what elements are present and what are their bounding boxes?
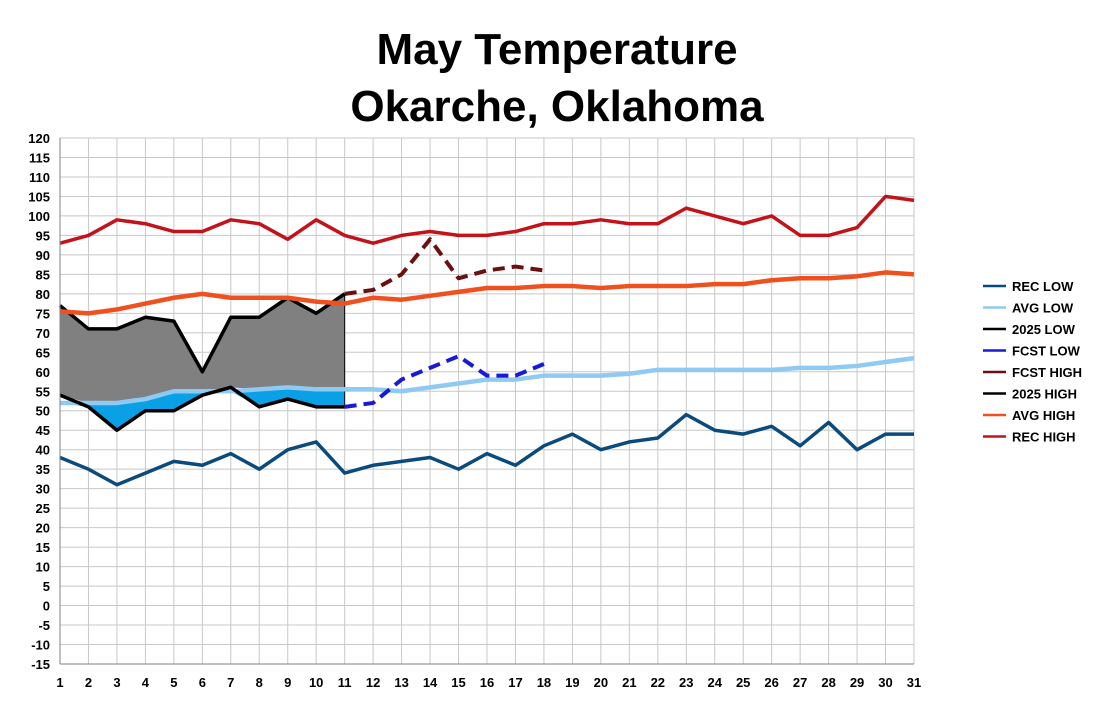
series-line-rec-high bbox=[59, 194, 915, 245]
legend-entry: REC LOW bbox=[1012, 279, 1074, 294]
x-tick-label: 28 bbox=[821, 675, 835, 690]
x-tick-label: 10 bbox=[309, 675, 323, 690]
series-line-fcst-high bbox=[344, 237, 545, 296]
y-tick-label: 80 bbox=[36, 287, 50, 302]
y-tick-label: 25 bbox=[36, 501, 50, 516]
x-tick-label: 16 bbox=[480, 675, 494, 690]
y-tick-label: -10 bbox=[31, 638, 50, 653]
y-tick-label: 0 bbox=[43, 599, 50, 614]
x-tick-label: 2 bbox=[85, 675, 92, 690]
y-tick-label: 15 bbox=[36, 540, 50, 555]
y-tick-label: 45 bbox=[36, 423, 50, 438]
y-tick-label: 50 bbox=[36, 404, 50, 419]
y-tick-label: 60 bbox=[36, 365, 50, 380]
y-tick-label: 5 bbox=[43, 579, 50, 594]
y-tick-label: 120 bbox=[28, 131, 50, 146]
y-tick-labels: -15 -10 -5 0 5 10 15 20 25 30 35 40 45 50 55 60 65 70 75 80… bbox=[28, 131, 50, 672]
legend-entry: REC HIGH bbox=[1012, 430, 1076, 445]
y-tick-label: 105 bbox=[28, 189, 50, 204]
y-tick-label: 90 bbox=[36, 248, 50, 263]
series-line-avg-high bbox=[59, 270, 915, 316]
y-tick-label: 75 bbox=[36, 306, 50, 321]
x-tick-label: 23 bbox=[679, 675, 693, 690]
series-line-2025-high bbox=[58, 292, 346, 374]
legend-entry: AVG HIGH bbox=[1012, 408, 1075, 423]
x-tick-label: 30 bbox=[878, 675, 892, 690]
y-tick-label: 10 bbox=[36, 560, 50, 575]
y-tick-label: 110 bbox=[29, 170, 50, 185]
x-tick-label: 13 bbox=[394, 675, 408, 690]
series-lines bbox=[58, 194, 915, 487]
x-tick-labels: 1 2 3 4 5 6 7 8 9 10 11 12 13 14 15 16 17 18 19 20 21 22 23 24 2… bbox=[56, 675, 921, 690]
y-tick-label: 70 bbox=[36, 326, 50, 341]
axes bbox=[59, 138, 914, 665]
y-tick-label: 20 bbox=[36, 521, 50, 536]
legend-entry: 2025 LOW bbox=[1012, 322, 1076, 337]
y-tick-label: 65 bbox=[36, 345, 50, 360]
x-tick-label: 17 bbox=[508, 675, 522, 690]
x-tick-label: 5 bbox=[170, 675, 177, 690]
y-tick-label: -15 bbox=[31, 657, 50, 672]
x-tick-label: 21 bbox=[622, 675, 636, 690]
x-tick-label: 12 bbox=[366, 675, 380, 690]
y-tick-label: 30 bbox=[36, 482, 50, 497]
x-tick-label: 15 bbox=[451, 675, 465, 690]
x-tick-label: 9 bbox=[284, 675, 291, 690]
y-tick-label: 55 bbox=[36, 384, 50, 399]
series-line-2025-low bbox=[59, 385, 345, 432]
x-tick-label: 24 bbox=[707, 675, 722, 690]
chart-subtitle: Okarche, Oklahoma bbox=[350, 82, 764, 131]
y-tick-label: 115 bbox=[29, 150, 50, 165]
x-tick-label: 14 bbox=[423, 675, 438, 690]
x-tick-label: 3 bbox=[113, 675, 120, 690]
x-tick-label: 19 bbox=[565, 675, 579, 690]
x-tick-label: 11 bbox=[338, 675, 352, 690]
legend-entry: AVG LOW bbox=[1012, 301, 1074, 316]
grid-lines bbox=[59, 137, 915, 665]
y-tick-label: 85 bbox=[36, 267, 50, 282]
x-tick-label: 6 bbox=[199, 675, 206, 690]
y-tick-label: 40 bbox=[36, 443, 50, 458]
series-line-rec-low bbox=[59, 412, 914, 487]
x-tick-label: 31 bbox=[907, 675, 921, 690]
x-tick-label: 27 bbox=[793, 675, 807, 690]
chart-title: May Temperature bbox=[376, 25, 737, 74]
y-tick-label: 100 bbox=[28, 209, 50, 224]
x-tick-label: 26 bbox=[764, 675, 778, 690]
x-tick-label: 8 bbox=[256, 675, 263, 690]
y-tick-label: 35 bbox=[36, 462, 50, 477]
x-tick-label: 20 bbox=[594, 675, 608, 690]
x-tick-label: 18 bbox=[537, 675, 551, 690]
x-tick-label: 29 bbox=[850, 675, 864, 690]
legend: REC LOW AVG LOW 2025 LOW FCST LOW FCST HIGH 2… bbox=[983, 279, 1082, 445]
y-tick-label: -5 bbox=[38, 618, 50, 633]
y-tick-label: 95 bbox=[36, 228, 50, 243]
legend-entry: FCST LOW bbox=[1012, 344, 1081, 359]
x-tick-label: 25 bbox=[736, 675, 750, 690]
gray-range-area bbox=[60, 293, 345, 403]
x-tick-label: 1 bbox=[56, 675, 63, 690]
x-tick-label: 4 bbox=[142, 675, 150, 690]
x-tick-label: 22 bbox=[651, 675, 665, 690]
x-tick-label: 7 bbox=[227, 675, 234, 690]
legend-entry: 2025 HIGH bbox=[1012, 387, 1077, 402]
series-line-avg-low bbox=[60, 355, 915, 406]
legend-entry: FCST HIGH bbox=[1012, 365, 1082, 380]
